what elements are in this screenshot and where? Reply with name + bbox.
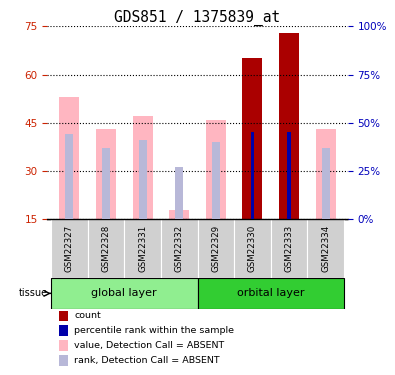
Text: GSM22330: GSM22330: [248, 225, 257, 272]
Bar: [279, 33, 299, 219]
Bar: [65, 134, 73, 219]
Text: GSM22327: GSM22327: [65, 225, 74, 272]
Bar: [175, 167, 183, 219]
Bar: [322, 148, 330, 219]
Text: percentile rank within the sample: percentile rank within the sample: [74, 326, 234, 335]
Text: global layer: global layer: [92, 288, 157, 298]
Bar: [316, 129, 336, 219]
Bar: [243, 58, 263, 219]
Bar: [307, 219, 344, 278]
Bar: [51, 278, 198, 309]
Bar: [287, 132, 291, 219]
Bar: [96, 129, 116, 219]
Text: GSM22329: GSM22329: [211, 225, 220, 272]
Bar: [250, 132, 254, 219]
Text: GSM22334: GSM22334: [321, 225, 330, 272]
Bar: [59, 325, 68, 336]
Text: GSM22333: GSM22333: [284, 225, 293, 272]
Text: orbital layer: orbital layer: [237, 288, 305, 298]
Bar: [59, 97, 79, 219]
Text: rank, Detection Call = ABSENT: rank, Detection Call = ABSENT: [74, 356, 220, 365]
Bar: [59, 310, 68, 321]
Text: value, Detection Call = ABSENT: value, Detection Call = ABSENT: [74, 341, 225, 350]
Bar: [198, 219, 234, 278]
Title: GDS851 / 1375839_at: GDS851 / 1375839_at: [115, 10, 280, 26]
Bar: [198, 278, 344, 309]
Bar: [161, 219, 198, 278]
Bar: [139, 140, 147, 219]
Bar: [234, 219, 271, 278]
Bar: [102, 148, 110, 219]
Bar: [51, 219, 88, 278]
Text: tissue: tissue: [19, 288, 48, 298]
Bar: [169, 210, 189, 219]
Text: GSM22332: GSM22332: [175, 225, 184, 272]
Bar: [212, 142, 220, 219]
Bar: [124, 219, 161, 278]
Bar: [132, 116, 152, 219]
Bar: [206, 120, 226, 219]
Text: GSM22331: GSM22331: [138, 225, 147, 272]
Bar: [59, 355, 68, 366]
Bar: [88, 219, 124, 278]
Bar: [59, 340, 68, 351]
Text: GSM22328: GSM22328: [102, 225, 111, 272]
Bar: [271, 219, 307, 278]
Text: count: count: [74, 311, 101, 320]
